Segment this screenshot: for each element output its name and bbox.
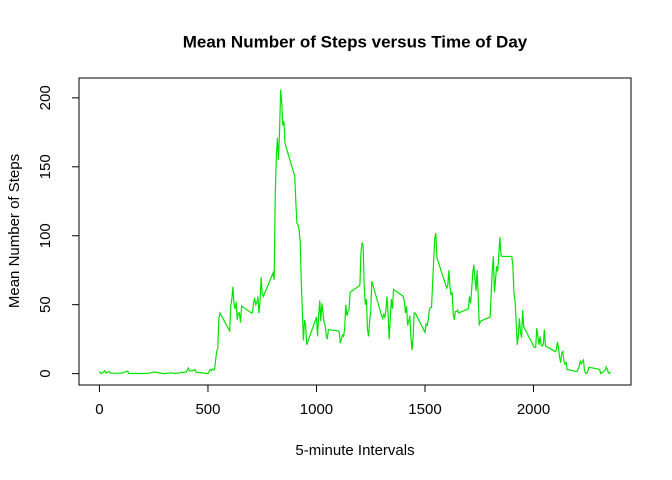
- data-line: [98, 89, 612, 375]
- x-tick-label: 500: [195, 401, 220, 418]
- chart-title: Mean Number of Steps versus Time of Day: [183, 32, 528, 51]
- y-tick-label: 200: [37, 85, 54, 110]
- x-tick-label: 2000: [517, 401, 550, 418]
- x-tick-label: 1500: [408, 401, 441, 418]
- y-tick-label: 100: [37, 223, 54, 248]
- x-tick-label: 0: [95, 401, 103, 418]
- y-tick-label: 150: [37, 154, 54, 179]
- x-axis-title: 5-minute Intervals: [295, 442, 414, 459]
- y-axis-title: Mean Number of Steps: [6, 154, 23, 308]
- x-tick-label: 1000: [300, 401, 333, 418]
- plot-frame: [78, 77, 632, 386]
- y-tick-label: 50: [37, 296, 54, 313]
- y-tick-label: 0: [37, 369, 54, 377]
